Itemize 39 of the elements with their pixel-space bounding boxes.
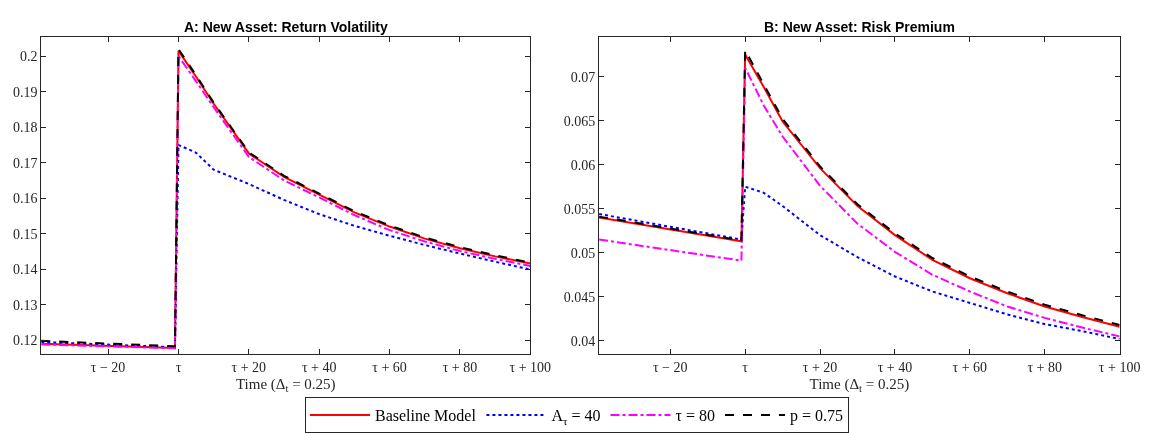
legend-label: A$_{τ}$ = 40 [551, 407, 601, 427]
x-axis-title: Time (Δ$_{t}$ = 0.25) [235, 375, 336, 394]
x-tick-label: τ + 20 [802, 359, 838, 375]
x-tick-label: τ + 100 [1098, 359, 1141, 375]
y-tick-label: 0.17 [12, 155, 38, 171]
x-tick-label: τ + 80 [442, 359, 478, 375]
x-tick-label: τ + 40 [301, 359, 337, 375]
x-tick-label: τ [742, 359, 749, 375]
x-tick-label: τ + 100 [509, 359, 552, 375]
y-tick-label: 0.13 [12, 297, 38, 313]
y-tick-label: 0.05 [570, 245, 596, 261]
y-tick-label: 0.06 [570, 157, 596, 173]
legend-label: p = 0.75 [789, 407, 843, 426]
x-tick-label: τ [175, 359, 182, 375]
y-tick-label: 0.2 [19, 49, 38, 65]
y-tick-label: 0.065 [563, 113, 596, 129]
y-tick-label: 0.16 [12, 191, 38, 207]
x-tick-label: τ + 40 [877, 359, 913, 375]
y-tick-label: 0.045 [563, 289, 596, 305]
x-axis-title: Time (Δ$_{t}$ = 0.25) [809, 375, 910, 394]
chart-title: A: New Asset: Return Volatility [184, 19, 389, 35]
y-tick-label: 0.055 [563, 201, 596, 217]
x-tick-label: τ + 60 [952, 359, 988, 375]
y-tick-label: 0.19 [12, 84, 38, 100]
x-tick-label: τ + 20 [231, 359, 267, 375]
x-tick-label: τ − 20 [90, 359, 126, 375]
chart-title: B: New Asset: Risk Premium [764, 19, 955, 35]
legend-label: Baseline Model [375, 407, 477, 425]
x-tick-label: τ − 20 [652, 359, 688, 375]
y-tick-label: 0.07 [570, 69, 596, 85]
y-tick-label: 0.04 [570, 333, 596, 349]
legend-label: τ = 80 [675, 407, 715, 425]
y-tick-label: 0.15 [12, 226, 38, 242]
y-tick-label: 0.18 [12, 120, 38, 136]
y-tick-label: 0.12 [12, 333, 38, 349]
line-series [41, 143, 531, 349]
x-tick-label: τ + 80 [1027, 359, 1062, 375]
y-tick-label: 0.14 [12, 262, 38, 278]
x-tick-label: τ + 60 [372, 359, 407, 375]
